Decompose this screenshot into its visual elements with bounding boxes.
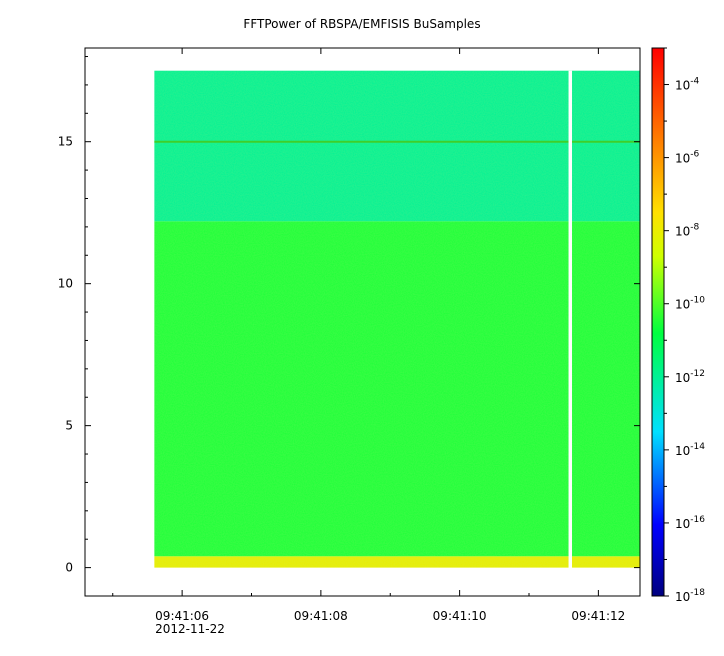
colorbar-tick-label: 10-6 [675,150,700,166]
band-texture-2 [154,70,640,222]
colorbar-gradient [651,47,665,597]
colorbar: 10-4 10-6 10-8 10-10 10-12 10-14 10-16 10-18 [651,47,705,604]
axes: 0 5 10 15 09:41:06 09:41:08 09:41:10 09:41:12 20… [58,47,641,636]
band-texture-1 [154,221,640,557]
colorbar-tick-label: 10-12 [675,369,705,385]
y-tick-label: 15 [58,135,73,149]
x-date-label: 2012-11-22 [155,622,225,636]
x-tick-label: 09:41:12 [571,609,625,623]
y-tick-label: 5 [65,419,73,433]
band-texture-0 [154,556,640,568]
colorbar-tick-label: 10-16 [675,515,705,531]
plot-frame [84,47,641,597]
x-tick-label: 09:41:06 [155,609,209,623]
colorbar-tick-label: 10-14 [675,442,705,458]
x-tick-label: 09:41:10 [433,609,487,623]
colorbar-tick-label: 10-10 [675,296,705,312]
colorbar-tick-label: 10-4 [675,77,700,93]
y-tick-label: 0 [65,561,73,575]
spectrogram-plot [154,70,640,569]
y-tick-label: 10 [58,277,73,291]
x-tick-label: 09:41:08 [294,609,348,623]
data-gap [568,70,573,569]
colorbar-tick-label: 10-18 [675,588,705,604]
colorbar-tick-label: 10-8 [675,223,700,239]
chart-title: FFTPower of RBSPA/EMFISIS BuSamples [243,17,481,31]
